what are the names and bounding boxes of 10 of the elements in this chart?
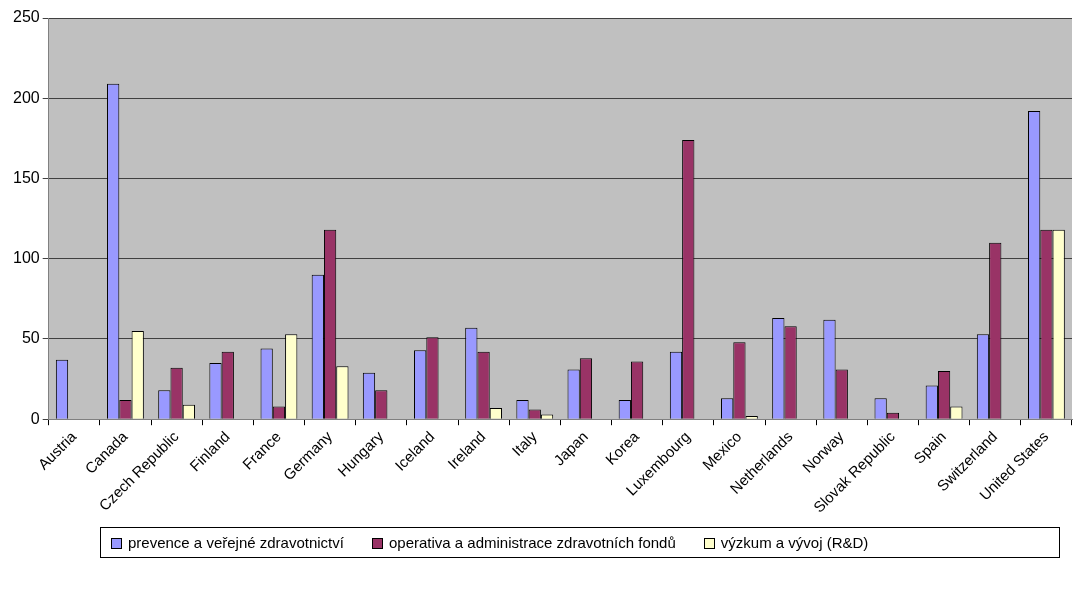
y-tick-label: 200 — [12, 88, 40, 106]
legend-label: výzkum a vývoj (R&D) — [720, 534, 869, 551]
legend-label: operativa a administrace zdravotních fondů — [388, 534, 676, 551]
y-tick-label: 100 — [12, 249, 40, 267]
y-tick-label: 150 — [12, 168, 40, 186]
x-tick-label: Italy — [508, 427, 541, 460]
legend-label: prevence a veřejné zdravotnictví — [128, 534, 344, 551]
y-tick-label: 250 — [12, 8, 40, 26]
y-tick-label: 0 — [30, 409, 40, 427]
y-tick-label: 50 — [21, 329, 40, 347]
